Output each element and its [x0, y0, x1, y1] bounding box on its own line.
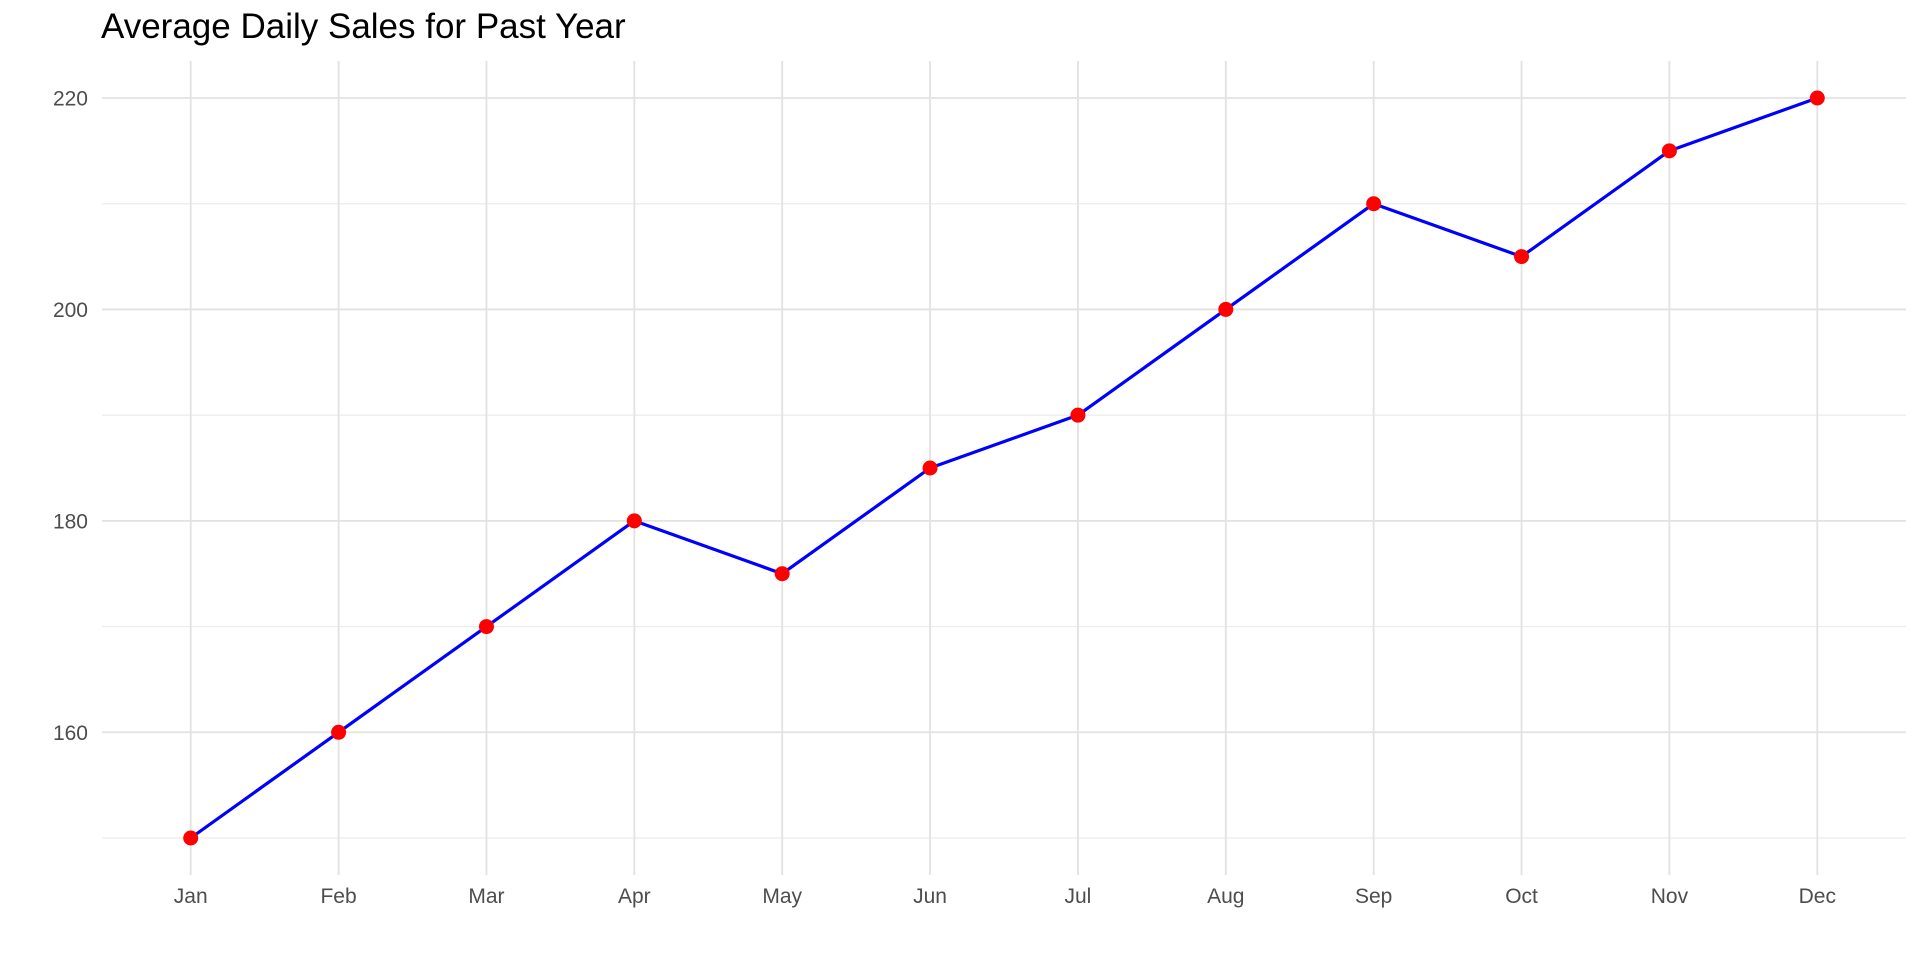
x-tick-label-Jun: Jun	[913, 885, 947, 908]
x-tick-label-Nov: Nov	[1651, 885, 1689, 908]
data-point-Oct	[1514, 249, 1530, 265]
x-axis-tick-labels: Jan Feb Mar Apr May Jun Jul Aug Sep Oct Nov Dec	[174, 885, 1836, 908]
data-point-Sep	[1366, 196, 1382, 212]
y-axis-tick-labels: 160 180 200 220	[53, 88, 88, 745]
data-points	[183, 90, 1825, 846]
x-tick-label-Mar: Mar	[468, 885, 504, 908]
y-tick-label-180: 180	[53, 510, 88, 533]
data-point-Feb	[331, 724, 347, 740]
x-tick-label-Dec: Dec	[1799, 885, 1836, 908]
data-point-Jun	[922, 460, 938, 476]
data-point-Jul	[1070, 407, 1086, 423]
gridlines-major-x	[189, 61, 1819, 875]
chart-title: Average Daily Sales for Past Year	[101, 7, 626, 46]
gridlines-minor	[102, 203, 1906, 839]
y-tick-label-160: 160	[53, 722, 88, 745]
data-point-Aug	[1218, 301, 1234, 317]
data-point-Dec	[1809, 90, 1825, 106]
x-tick-label-Feb: Feb	[320, 885, 356, 908]
x-tick-label-May: May	[762, 885, 802, 908]
x-tick-label-Apr: Apr	[618, 885, 651, 908]
y-tick-label-220: 220	[53, 88, 88, 111]
sales-line-series	[189, 96, 1819, 840]
x-tick-label-Jan: Jan	[174, 885, 208, 908]
data-point-Apr	[626, 513, 642, 529]
x-tick-label-Sep: Sep	[1355, 885, 1392, 908]
x-tick-label-Oct: Oct	[1505, 885, 1538, 908]
data-point-Nov	[1661, 143, 1677, 159]
data-point-Mar	[478, 619, 494, 635]
data-point-Jan	[183, 830, 199, 846]
x-tick-label-Aug: Aug	[1207, 885, 1244, 908]
gridlines-major-y	[102, 97, 1906, 734]
sales-line	[189, 96, 1819, 840]
x-tick-label-Jul: Jul	[1065, 885, 1092, 908]
y-tick-label-200: 200	[53, 299, 88, 322]
data-point-May	[774, 566, 790, 582]
